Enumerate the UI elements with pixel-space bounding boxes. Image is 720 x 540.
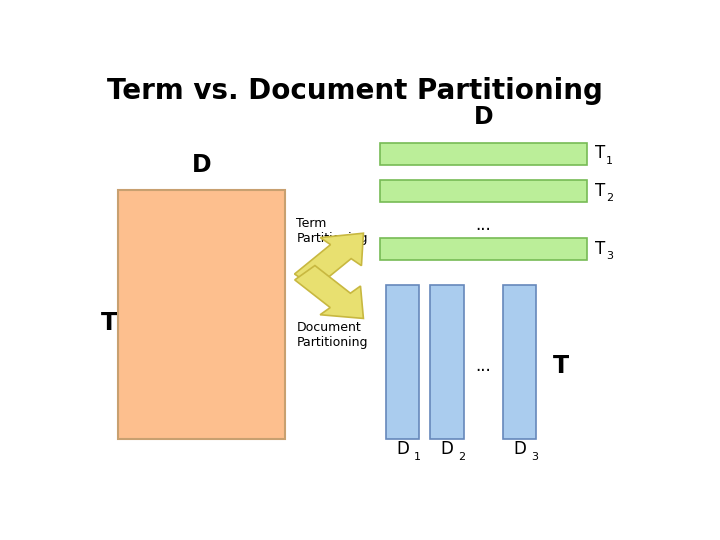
- Text: T: T: [101, 310, 117, 335]
- Bar: [503, 285, 536, 439]
- Text: 2: 2: [459, 452, 465, 462]
- Text: D: D: [513, 441, 526, 458]
- Text: ...: ...: [475, 357, 491, 375]
- Text: Document
Partitioning: Document Partitioning: [297, 321, 368, 349]
- Text: T: T: [595, 182, 606, 200]
- Text: Term
Partitioning: Term Partitioning: [297, 217, 368, 245]
- Text: ...: ...: [475, 216, 491, 234]
- Text: T: T: [595, 144, 606, 163]
- Text: D: D: [474, 105, 493, 129]
- Text: 1: 1: [414, 452, 420, 462]
- Text: 2: 2: [606, 193, 613, 203]
- Bar: [380, 180, 587, 202]
- Bar: [386, 285, 419, 439]
- Polygon shape: [294, 266, 364, 319]
- Text: T: T: [595, 240, 606, 258]
- Text: Term vs. Document Partitioning: Term vs. Document Partitioning: [107, 77, 603, 105]
- Text: D: D: [441, 441, 454, 458]
- Text: 3: 3: [531, 452, 538, 462]
- Text: D: D: [192, 153, 212, 177]
- Text: D: D: [396, 441, 409, 458]
- Text: 1: 1: [606, 156, 613, 166]
- Text: T: T: [553, 354, 570, 378]
- Bar: [118, 190, 285, 439]
- Bar: [431, 285, 464, 439]
- Bar: [380, 143, 587, 165]
- Text: 3: 3: [606, 252, 613, 261]
- Bar: [380, 238, 587, 260]
- Polygon shape: [294, 233, 364, 288]
